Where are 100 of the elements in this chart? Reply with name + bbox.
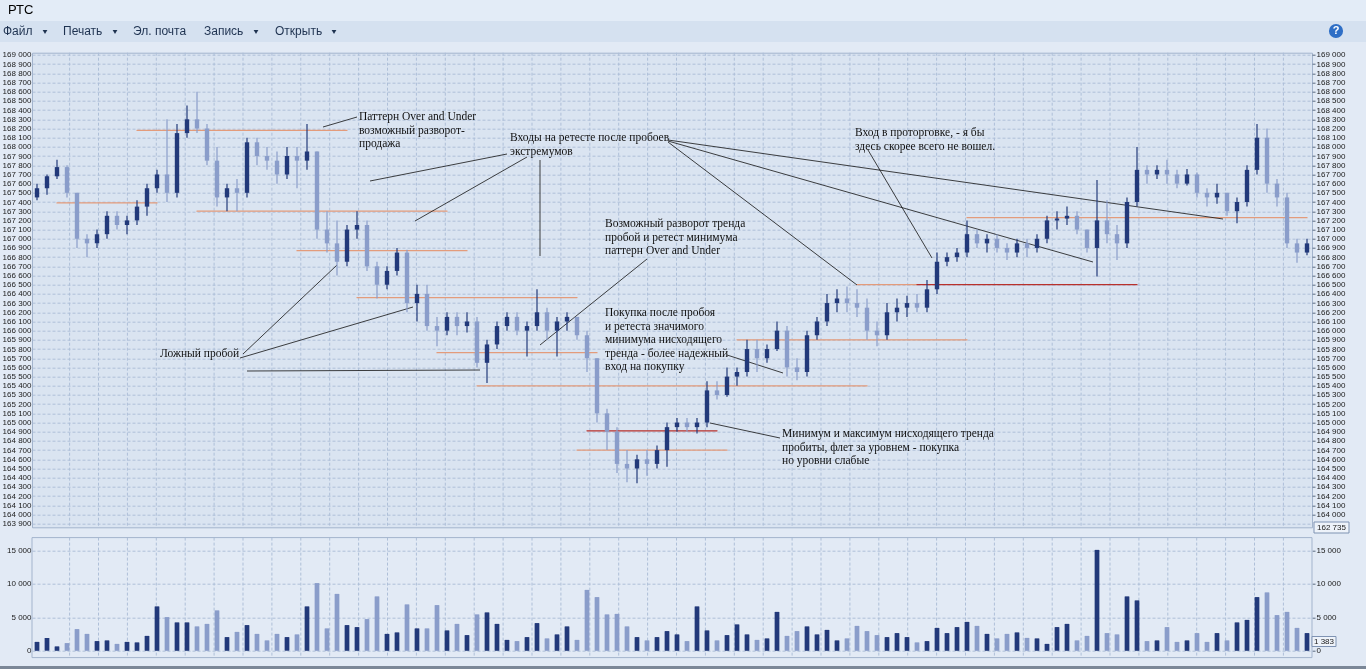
bar xyxy=(874,635,880,651)
candlestick xyxy=(124,215,130,235)
y-tick-label: 168 800 xyxy=(2,68,33,78)
candlestick xyxy=(224,183,230,212)
candlestick xyxy=(1074,210,1080,235)
bar xyxy=(354,627,360,651)
candlestick xyxy=(814,316,820,341)
y-tick-label: 166 800 xyxy=(2,252,33,262)
bar xyxy=(754,639,760,651)
candlestick xyxy=(554,316,560,357)
y-tick-label: 167 300 xyxy=(2,206,33,216)
y-tick-label: 165 700 xyxy=(2,353,33,363)
bar xyxy=(1124,596,1130,651)
bar xyxy=(994,638,1000,651)
bar xyxy=(1274,615,1280,651)
bar xyxy=(324,628,330,651)
candlestick xyxy=(464,311,470,334)
bar xyxy=(1284,611,1290,651)
y-tick-label: 168 900 xyxy=(2,59,33,69)
y2-tick-label: 168 500 xyxy=(1316,96,1346,106)
y-tick-label: 168 300 xyxy=(2,114,33,124)
bar xyxy=(664,631,670,651)
bar xyxy=(74,629,80,651)
y-tick-label: 164 200 xyxy=(2,491,33,501)
bar xyxy=(734,624,740,651)
candlestick xyxy=(334,219,340,277)
annotation: Входы на ретесте после пробоев экстремумов xyxy=(510,131,670,158)
y2-tick-label: 169 000 xyxy=(1316,50,1346,60)
y-tick-label: 0 xyxy=(27,646,33,656)
candlestick xyxy=(524,320,530,357)
y2-tick-label: 168 200 xyxy=(1316,124,1346,134)
bar xyxy=(884,637,890,651)
bar xyxy=(124,641,130,651)
candlestick xyxy=(254,137,260,166)
candlestick xyxy=(754,339,760,373)
y2-tick-label: 164 100 xyxy=(1316,500,1346,510)
y2-tick-label: 168 800 xyxy=(1316,68,1346,78)
candlestick xyxy=(1294,238,1300,264)
bar xyxy=(604,614,610,651)
bar xyxy=(384,633,390,651)
y2-tick-label: 165 100 xyxy=(1316,408,1346,418)
y2-tick-label: 168 000 xyxy=(1316,142,1346,152)
bar xyxy=(144,635,150,651)
y-tick-label: 164 800 xyxy=(2,436,33,446)
y2-tick-label: 5 000 xyxy=(1316,612,1338,622)
bar xyxy=(214,610,220,651)
y-tick-label: 168 100 xyxy=(2,133,33,143)
candlestick xyxy=(844,285,850,313)
y-tick-label: 166 400 xyxy=(2,289,33,299)
candlestick xyxy=(144,183,150,217)
bar xyxy=(694,606,700,651)
y-tick-label: 167 500 xyxy=(2,188,33,198)
candlestick xyxy=(714,380,720,401)
bar xyxy=(1004,633,1010,651)
y2-tick-label: 164 600 xyxy=(1316,454,1346,464)
candlestick xyxy=(544,307,550,341)
y2-tick-label: 15 000 xyxy=(1316,546,1342,556)
bar xyxy=(374,596,380,651)
bar xyxy=(264,640,270,651)
bar xyxy=(844,638,850,651)
bar xyxy=(434,605,440,651)
candlestick xyxy=(924,279,930,313)
bar xyxy=(564,626,570,651)
bar xyxy=(704,630,710,651)
candlestick xyxy=(484,339,490,384)
candlestick xyxy=(944,251,950,267)
bar xyxy=(554,634,560,651)
y-tick-label: 164 900 xyxy=(2,427,33,437)
y-tick-label: 168 200 xyxy=(2,124,33,134)
y2-tick-label: 168 600 xyxy=(1316,87,1346,97)
y2-tick-label: 165 200 xyxy=(1316,399,1346,409)
y2-tick-label: 166 100 xyxy=(1316,316,1346,326)
candlestick xyxy=(94,228,100,249)
y2-tick-label: 166 400 xyxy=(1316,289,1346,299)
bar xyxy=(254,633,260,651)
bar xyxy=(304,606,310,651)
bar xyxy=(984,633,990,651)
bar xyxy=(454,623,460,651)
candlestick xyxy=(294,146,300,189)
candlestick xyxy=(374,261,380,300)
bar xyxy=(614,613,620,651)
candlestick xyxy=(164,118,170,203)
candlestick xyxy=(414,284,420,323)
bar xyxy=(1084,635,1090,651)
y2-tick-label: 166 600 xyxy=(1316,271,1346,281)
y-tick-label: 167 800 xyxy=(2,160,33,170)
y-tick-label: 164 600 xyxy=(2,454,33,464)
candlestick xyxy=(664,421,670,468)
y-tick-label: 167 400 xyxy=(2,197,33,207)
y2-tick-label: 167 700 xyxy=(1316,169,1346,179)
y-tick-label: 165 000 xyxy=(2,418,33,428)
y2-tick-label: 167 100 xyxy=(1316,225,1346,235)
bar xyxy=(764,638,770,651)
bar xyxy=(1144,641,1150,651)
y2-tick-label: 166 500 xyxy=(1316,280,1346,290)
bar xyxy=(1264,592,1270,651)
annotation: Возможный разворот тренда пробой и ретест минимума паттерн Over and Under xyxy=(605,217,746,257)
y-tick-label: 167 100 xyxy=(2,225,33,235)
candlestick xyxy=(1024,238,1030,258)
bar xyxy=(814,634,820,651)
